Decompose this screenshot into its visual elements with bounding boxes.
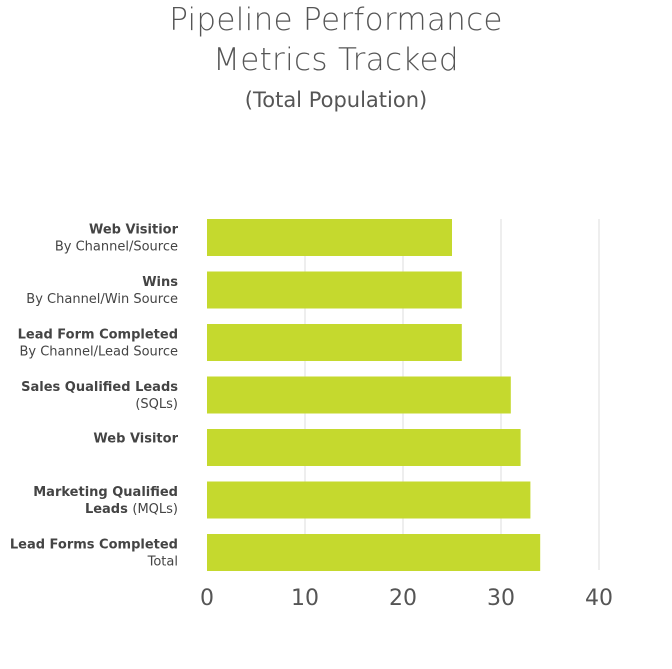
category-sublabel-3: By Channel/Lead Source: [19, 345, 178, 360]
category-label-6: Marketing Qualified: [33, 485, 178, 500]
x-tick-0: 0: [200, 586, 214, 611]
x-tick-30: 30: [487, 586, 515, 611]
bar-5: [207, 429, 521, 466]
bar-1: [207, 219, 452, 256]
category-sublabel-4: (SQLs): [135, 397, 178, 412]
category-labels: Web Visitior By Channel/Source Wins By Chan…: [10, 223, 179, 570]
category-sublabel-6: Leads (MQLs): [85, 502, 178, 517]
bar-3: [207, 324, 462, 361]
category-sublabel-1: By Channel/Source: [55, 240, 178, 255]
bars: [207, 219, 541, 571]
bar-7: [207, 534, 541, 571]
category-label-3: Lead Form Completed: [18, 328, 178, 343]
x-tick-10: 10: [291, 586, 319, 611]
category-label-2: Wins: [142, 275, 178, 290]
category-label-7: Lead Forms Completed: [10, 538, 178, 553]
category-sublabel-2: By Channel/Win Source: [26, 292, 178, 307]
chart-title-line1: Pipeline Performance: [169, 2, 503, 38]
bar-4: [207, 376, 511, 414]
category-label-4: Sales Qualified Leads: [21, 380, 178, 395]
chart-subtitle: (Total Population): [244, 88, 428, 112]
x-tick-40: 40: [585, 586, 613, 611]
bar-6: [207, 481, 531, 519]
category-label-1: Web Visitior: [89, 223, 179, 238]
category-sublabel-7: Total: [147, 555, 178, 570]
x-tick-20: 20: [389, 586, 417, 611]
chart-title-line2: Metrics Tracked: [213, 42, 459, 78]
x-tick-labels: 0 10 20 30 40: [200, 586, 613, 611]
category-label-5: Web Visitor: [93, 432, 178, 447]
bar-2: [207, 271, 462, 309]
